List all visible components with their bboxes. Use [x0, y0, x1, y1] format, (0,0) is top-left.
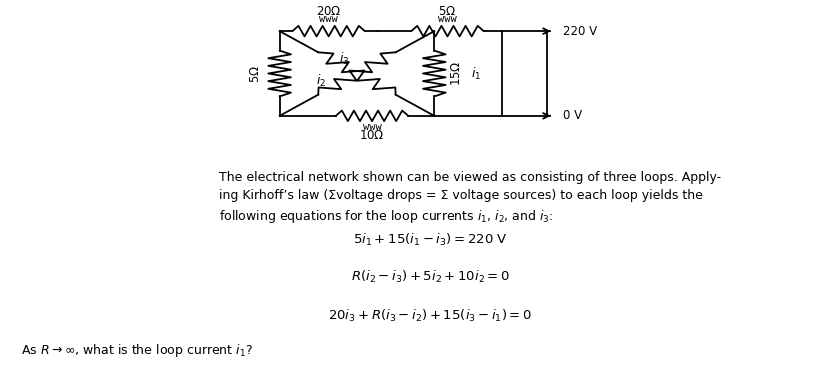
Text: 15$\Omega$: 15$\Omega$	[450, 61, 463, 86]
Text: www: www	[363, 123, 382, 132]
Text: $5i_1 + 15(i_1 - i_3) = 220$ V: $5i_1 + 15(i_1 - i_3) = 220$ V	[353, 232, 508, 248]
Text: www: www	[319, 14, 338, 25]
Text: www: www	[438, 14, 457, 25]
Text: $i_1$: $i_1$	[470, 65, 481, 81]
Text: $i_3$: $i_3$	[339, 51, 349, 68]
Text: 0 V: 0 V	[562, 109, 582, 122]
Text: $20i_3 + R(i_3 - i_2) + 15(i_3 - i_1) = 0$: $20i_3 + R(i_3 - i_2) + 15(i_3 - i_1) = …	[329, 308, 532, 324]
Text: The electrical network shown can be viewed as consisting of three loops. Apply-
: The electrical network shown can be view…	[219, 171, 721, 225]
Text: $R(i_2 - i_3) + 5i_2 + 10i_2 = 0$: $R(i_2 - i_3) + 5i_2 + 10i_2 = 0$	[351, 269, 510, 286]
Text: As $R \rightarrow \infty$, what is the loop current $i_1$?: As $R \rightarrow \infty$, what is the l…	[21, 342, 252, 359]
Text: 5$\Omega$: 5$\Omega$	[249, 65, 262, 83]
Text: 20$\Omega$: 20$\Omega$	[316, 5, 341, 18]
Text: 10$\Omega$: 10$\Omega$	[359, 129, 385, 142]
Text: 5$\Omega$: 5$\Omega$	[439, 5, 457, 18]
Text: $i_2$: $i_2$	[316, 73, 326, 88]
Text: 220 V: 220 V	[562, 25, 597, 38]
